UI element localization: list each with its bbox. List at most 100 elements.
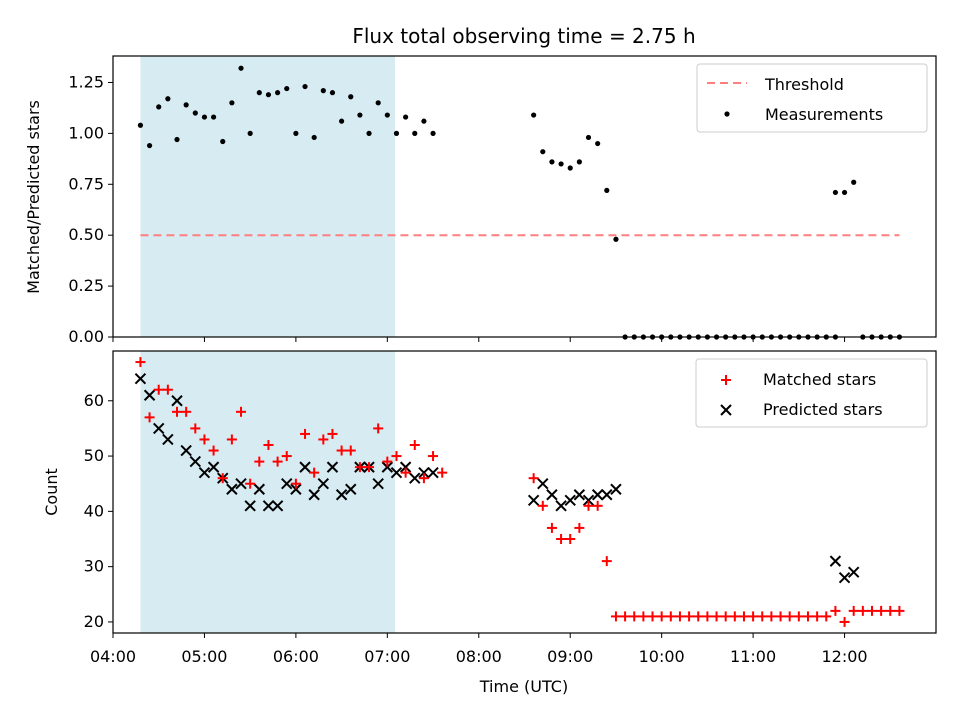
measurement-point <box>210 114 217 120</box>
matched-star-point <box>885 605 896 616</box>
measurement-point <box>302 83 308 90</box>
predicted-star-point <box>180 444 192 457</box>
x-stroke <box>317 477 330 490</box>
predicted-star-point <box>189 455 202 468</box>
predicted-star-point <box>527 494 540 507</box>
matched-star-point <box>354 462 365 473</box>
legend-threshold-label: Threshold <box>764 75 844 94</box>
bottom-axes-frame <box>112 350 937 634</box>
measurement-point <box>183 102 189 108</box>
measurement-point <box>375 100 381 106</box>
x-stroke <box>253 483 266 495</box>
x-stroke <box>573 489 586 501</box>
bottom-xtick-label: 04:00 <box>90 647 136 666</box>
predicted-star-point <box>555 500 567 512</box>
bottom-xtick-label: 09:00 <box>547 647 593 666</box>
x-stroke <box>610 483 622 495</box>
bottom-ytick-label: 40 <box>84 501 104 520</box>
matched-star-point <box>821 611 832 622</box>
measurement-point <box>293 130 299 136</box>
matched-star-point <box>684 611 695 622</box>
legend-plus-marker <box>721 375 731 385</box>
measurement-point <box>558 161 564 167</box>
matched-star-point <box>757 611 768 622</box>
matched-star-point <box>327 428 338 439</box>
matched-star-point <box>281 451 292 462</box>
x-stroke <box>555 500 567 512</box>
matched-star-point <box>528 473 539 484</box>
matched-star-point <box>894 605 905 616</box>
matched-star-point <box>620 611 631 622</box>
matched-star-point <box>693 611 704 622</box>
matched-star-point <box>876 605 887 616</box>
bottom-axis-ticks: 20 30 40 50 60 04:00 05:00 06:00 07:00 08:00 09:00… <box>84 391 868 666</box>
measurement-point <box>339 118 345 124</box>
x-stroke <box>281 477 293 490</box>
legend-matched-swatch <box>721 375 731 385</box>
measurement-point <box>284 85 290 92</box>
matched-star-point <box>866 605 877 616</box>
legend-measurements-swatch <box>724 111 730 117</box>
matched-star-point <box>556 534 567 544</box>
x-stroke <box>189 455 202 468</box>
predicted-star-point <box>546 489 558 501</box>
x-stroke <box>207 461 220 473</box>
matched-star-point <box>318 434 329 445</box>
predicted-star-point <box>317 477 330 490</box>
bottom-panel: 20 30 40 50 60 04:00 05:00 06:00 07:00 08:00 09:00… <box>42 350 937 696</box>
chart-title: Flux total observing time = 2.75 h <box>352 24 695 48</box>
matched-star-point <box>601 556 612 567</box>
predicted-star-point <box>838 571 851 584</box>
predicted-star-point <box>591 489 604 501</box>
measurement-point <box>320 88 326 94</box>
predicted-star-point <box>427 466 439 479</box>
matched-star-point <box>181 406 192 417</box>
measurement-point <box>201 114 208 120</box>
matched-star-point <box>153 384 164 395</box>
x-stroke <box>153 422 165 435</box>
x-stroke <box>546 489 558 501</box>
predicted-star-point <box>207 461 220 473</box>
bottom-xtick-label: 11:00 <box>730 647 776 666</box>
predicted-star-point <box>582 494 595 507</box>
matched-star-points <box>135 357 905 627</box>
matched-star-point <box>802 611 813 622</box>
matched-star-point <box>236 406 247 417</box>
top-ytick-label: 0.25 <box>68 276 104 295</box>
matched-star-point <box>199 434 210 445</box>
bottom-xtick-label: 06:00 <box>273 647 319 666</box>
measurement-point <box>549 159 555 165</box>
x-stroke <box>326 461 339 473</box>
matched-star-point <box>300 428 311 439</box>
matched-star-point <box>254 456 265 467</box>
measurement-point <box>841 189 848 196</box>
predicted-star-point <box>262 500 275 512</box>
bottom-ylabel: Count <box>42 468 61 516</box>
bottom-observing-span <box>140 351 395 633</box>
matched-star-point <box>784 611 795 622</box>
matched-star-point <box>217 473 228 484</box>
x-stroke <box>427 466 439 479</box>
predicted-star-point <box>829 555 842 567</box>
matched-star-point <box>610 611 621 622</box>
bottom-ytick-label: 50 <box>84 446 104 465</box>
measurement-point <box>540 149 546 155</box>
matched-star-point <box>409 440 420 450</box>
measurement-point <box>421 118 427 124</box>
matched-star-point <box>290 478 301 489</box>
matched-star-point <box>245 478 256 489</box>
predicted-star-point <box>390 466 403 479</box>
matched-star-point <box>382 456 393 467</box>
top-ytick-label: 1.25 <box>68 72 104 91</box>
measurement-point <box>165 96 171 102</box>
top-panel: 0.00 0.25 0.50 0.75 1.00 1.25 Matched/Predict… <box>24 55 937 346</box>
predicted-star-point <box>162 433 174 446</box>
predicted-star-point <box>299 461 311 473</box>
matched-star-point <box>418 473 429 484</box>
matched-star-point <box>830 605 841 616</box>
x-stroke <box>162 433 174 446</box>
matched-star-point <box>565 534 576 544</box>
bottom-xlabel: Time (UTC) <box>479 677 568 696</box>
bottom-xtick-label: 10:00 <box>639 647 685 666</box>
